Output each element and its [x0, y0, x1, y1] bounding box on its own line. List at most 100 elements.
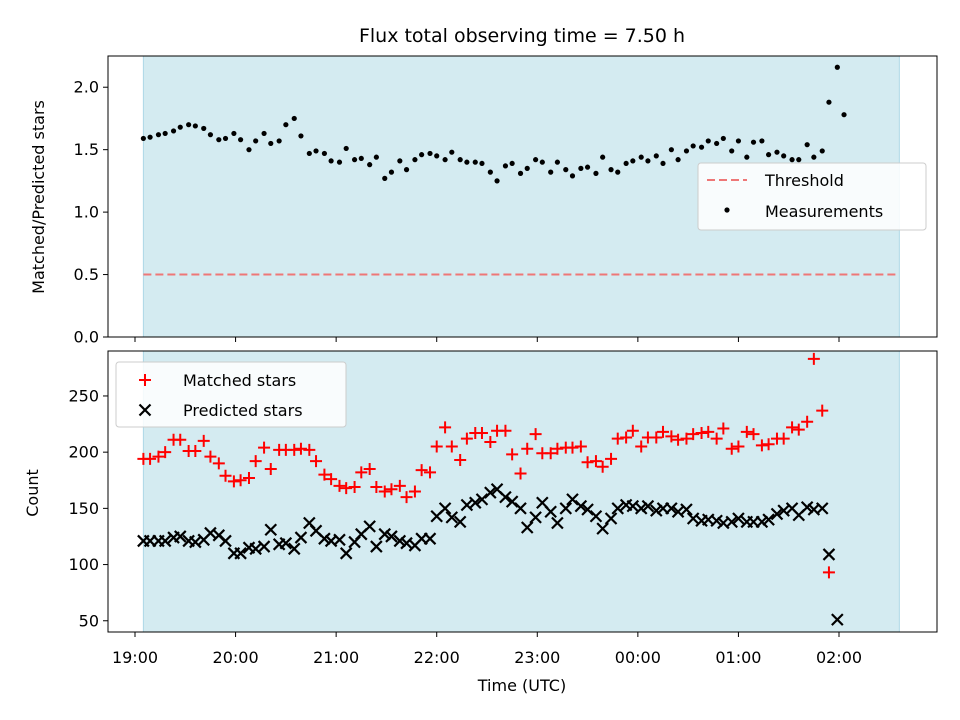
measurement-point [759, 138, 765, 144]
predicted-star-point [725, 515, 739, 529]
measurement-point [729, 148, 735, 154]
matched-star-point [574, 440, 587, 453]
predicted-star-point [641, 499, 655, 513]
matched-star-point [581, 456, 594, 469]
measurement-point [231, 130, 237, 137]
x-tick-label: 00:00 [615, 648, 661, 667]
y-tick-label: 100 [68, 555, 99, 574]
y-tick-label: 1.0 [74, 203, 99, 222]
measurement-point [403, 167, 410, 173]
top-panel: 0.0 0.5 1.0 1.5 2.0 Threshold Measurements [74, 55, 938, 347]
predicted-star-point [257, 540, 271, 553]
matched-star-point [747, 428, 760, 441]
matched-star-point [378, 485, 391, 498]
measurement-point [201, 125, 207, 132]
measurement-point [750, 139, 757, 145]
measurement-point [140, 135, 146, 142]
measurement-point [147, 134, 153, 140]
measurement-point [517, 170, 524, 176]
measurement-point [155, 132, 162, 138]
predicted-star-point [287, 542, 301, 556]
measurement-point [238, 137, 244, 143]
measurement-point [608, 167, 614, 173]
matched-star-point [484, 436, 497, 449]
matched-star-point [408, 485, 421, 498]
measurement-point [578, 165, 584, 171]
matched-star-point [393, 479, 406, 492]
measurement-point [554, 159, 561, 165]
measurement-point [283, 122, 289, 128]
predicted-star-point [650, 504, 663, 517]
matched-star-point [430, 440, 443, 453]
matched-star-point [204, 450, 217, 463]
matched-star-point [303, 443, 316, 456]
measurement-point [162, 130, 168, 137]
matched-star-point [566, 441, 579, 454]
measurement-point [548, 169, 554, 175]
matched-star-point [424, 466, 437, 479]
measurement-point [449, 149, 455, 155]
matched-star-point [665, 430, 678, 443]
predicted-star-point [770, 507, 784, 521]
matched-star-point [294, 442, 307, 455]
legend-predicted-swatch [138, 403, 152, 417]
predicted-star-point [822, 548, 836, 561]
matched-star-point [792, 423, 805, 436]
legend-matched-label: Matched stars [183, 371, 296, 390]
measurement-point [705, 138, 711, 144]
measurement-point [615, 169, 621, 175]
matched-star-point [620, 431, 633, 444]
matched-star-point [611, 432, 624, 445]
y-tick-label: 250 [68, 386, 99, 405]
measurement-point [584, 164, 591, 170]
measurement-point [569, 173, 576, 179]
measurement-point [457, 157, 463, 163]
measurement-point [388, 169, 395, 175]
y-tick-label: 0.5 [74, 265, 99, 284]
matched-star-point [717, 422, 730, 435]
matched-star-point [264, 463, 277, 476]
predicted-star-point [468, 496, 482, 510]
matched-star-point [363, 463, 376, 476]
predicted-star-point [581, 503, 594, 516]
measurement-point [524, 165, 530, 171]
matched-star-point [551, 442, 564, 455]
matched-star-point [514, 467, 527, 480]
legend-threshold-label: Threshold [764, 171, 844, 190]
predicted-star-point [520, 521, 534, 534]
measurement-point [442, 157, 448, 163]
matched-star-point [529, 428, 542, 441]
measurement-point [630, 158, 636, 164]
matched-star-point [234, 474, 247, 487]
y-tick-label: 150 [68, 499, 99, 518]
predicted-star-point [604, 512, 618, 525]
matched-star-point [544, 447, 557, 460]
y-tick-label: 200 [68, 443, 99, 462]
predicted-star-point [484, 486, 497, 499]
predicted-star-point [158, 534, 172, 548]
matched-star-point [348, 481, 361, 494]
measurement-point [268, 140, 274, 147]
measurement-point [472, 159, 478, 165]
measurement-point [291, 115, 297, 122]
measurement-point [668, 147, 674, 153]
measurement-point [735, 138, 742, 144]
legend-box [697, 162, 927, 231]
measurement-point [367, 162, 373, 168]
predicted-star-point [566, 493, 579, 506]
measurement-point [675, 157, 681, 163]
measurement-point [397, 158, 403, 164]
matched-star-point [189, 445, 202, 458]
measurement-point [653, 153, 659, 159]
measurement-point [593, 170, 599, 176]
predicted-star-point [445, 511, 459, 524]
matched-star-point [635, 440, 648, 453]
measurement-point [539, 159, 545, 165]
measurement-point [298, 133, 304, 139]
predicted-star-point [551, 516, 564, 530]
predicted-star-point [589, 509, 603, 523]
x-tick-label: 23:00 [514, 648, 560, 667]
matched-star-point [657, 425, 669, 438]
matched-star-point [242, 472, 255, 485]
